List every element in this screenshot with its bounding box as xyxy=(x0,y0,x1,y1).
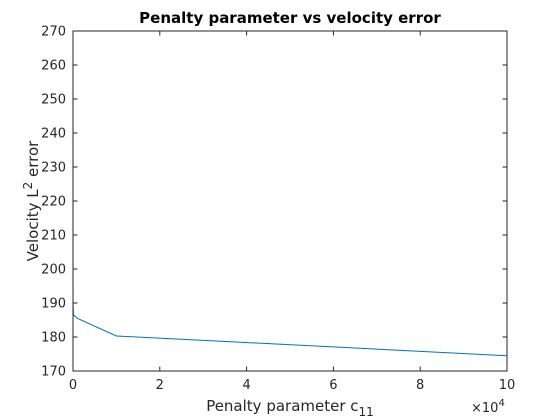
x-exponent-label: ×104 xyxy=(471,398,505,416)
y-tick-label: 180 xyxy=(41,331,66,346)
x-tick-label: 2 xyxy=(156,378,164,393)
x-tick-label: 0 xyxy=(69,378,77,393)
x-tick-label: 10 xyxy=(499,378,516,393)
chart-title: Penalty parameter vs velocity error xyxy=(139,9,441,27)
x-exponent-power: 4 xyxy=(498,398,504,409)
y-axis-label: Velocity L2 error xyxy=(21,140,42,262)
x-axis-label: Penalty parameter c11 xyxy=(206,397,374,419)
y-tick-label: 210 xyxy=(41,229,66,244)
y-tick-label: 260 xyxy=(41,59,66,74)
x-axis-label-main: Penalty parameter c xyxy=(206,397,358,415)
plot-area xyxy=(73,31,507,371)
y-tick-label: 190 xyxy=(41,297,66,312)
y-tick-label: 220 xyxy=(41,195,66,210)
y-tick-label: 240 xyxy=(41,127,66,142)
x-axis-label-subscript: 11 xyxy=(359,405,374,419)
y-axis-label-tail: error xyxy=(24,140,42,182)
y-tick-label: 270 xyxy=(41,25,66,40)
ticks-layer: 0 2 4 6 8 10 170 180 190 200 210 220 230 240 250 260 270 xyxy=(41,25,515,394)
y-axis-label-main: Velocity L xyxy=(24,189,42,262)
y-tick-label: 250 xyxy=(41,93,66,108)
x-exponent-times: ×10 xyxy=(471,401,498,416)
x-tick-label: 8 xyxy=(416,378,424,393)
y-axis-label-superscript: 2 xyxy=(21,182,35,190)
x-tick-label: 4 xyxy=(242,378,250,393)
x-tick-label: 6 xyxy=(329,378,337,393)
y-tick-label: 230 xyxy=(41,161,66,176)
axes-box xyxy=(72,30,508,372)
y-tick-label: 200 xyxy=(41,263,66,278)
y-tick-label: 170 xyxy=(41,365,66,380)
